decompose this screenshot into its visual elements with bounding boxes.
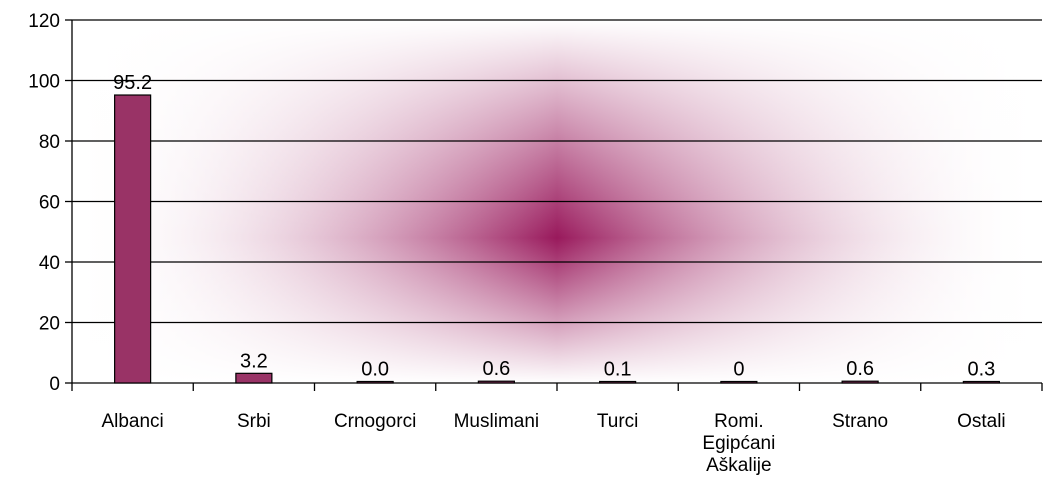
data-label: 0.1 (604, 359, 632, 381)
data-label: 0.6 (482, 358, 510, 380)
gridlines (72, 19, 1042, 324)
bar (477, 380, 515, 384)
data-label: 0.0 (361, 359, 389, 381)
y-tick-label: 80 (39, 132, 60, 153)
x-tick-label: Turci (597, 411, 639, 432)
bar (235, 372, 273, 384)
bars (114, 94, 1000, 384)
x-tick-label: Crnogorci (334, 411, 416, 432)
data-label: 95.2 (113, 72, 152, 94)
x-axis-labels: Albanci Srbi Crnogorci Muslimani Turci Romi. E… (101, 411, 1005, 476)
y-tick-label: 40 (39, 253, 60, 274)
y-tick-label: 0 (49, 374, 60, 395)
y-axis-ticks: 0 20 40 60 80 100 120 (28, 11, 72, 395)
x-tick-label: Srbi (237, 411, 271, 432)
data-label: 3.2 (240, 350, 268, 372)
x-tick-label: Ostali (957, 411, 1006, 432)
data-labels: 95.2 3.2 0.0 0.6 0.1 0 0.6 0.3 (113, 72, 995, 380)
x-tick-label: Strano (832, 411, 888, 432)
y-tick-label: 20 (39, 314, 60, 335)
bar (720, 380, 758, 384)
y-tick-label: 100 (28, 72, 60, 93)
x-tick-label: Albanci (101, 411, 163, 432)
y-tick-label: 60 (39, 193, 60, 214)
x-tick-label: Muslimani (454, 411, 540, 432)
bar (962, 380, 1000, 384)
x-tick-label: Romi. Egipćani Aškalije (702, 411, 775, 476)
data-label: 0.6 (846, 358, 874, 380)
data-label: 0 (733, 359, 744, 381)
data-label: 0.3 (967, 359, 995, 381)
bar (841, 380, 879, 384)
bar (599, 380, 637, 384)
bar (356, 380, 394, 384)
bar (114, 94, 152, 384)
y-tick-label: 120 (28, 11, 60, 32)
